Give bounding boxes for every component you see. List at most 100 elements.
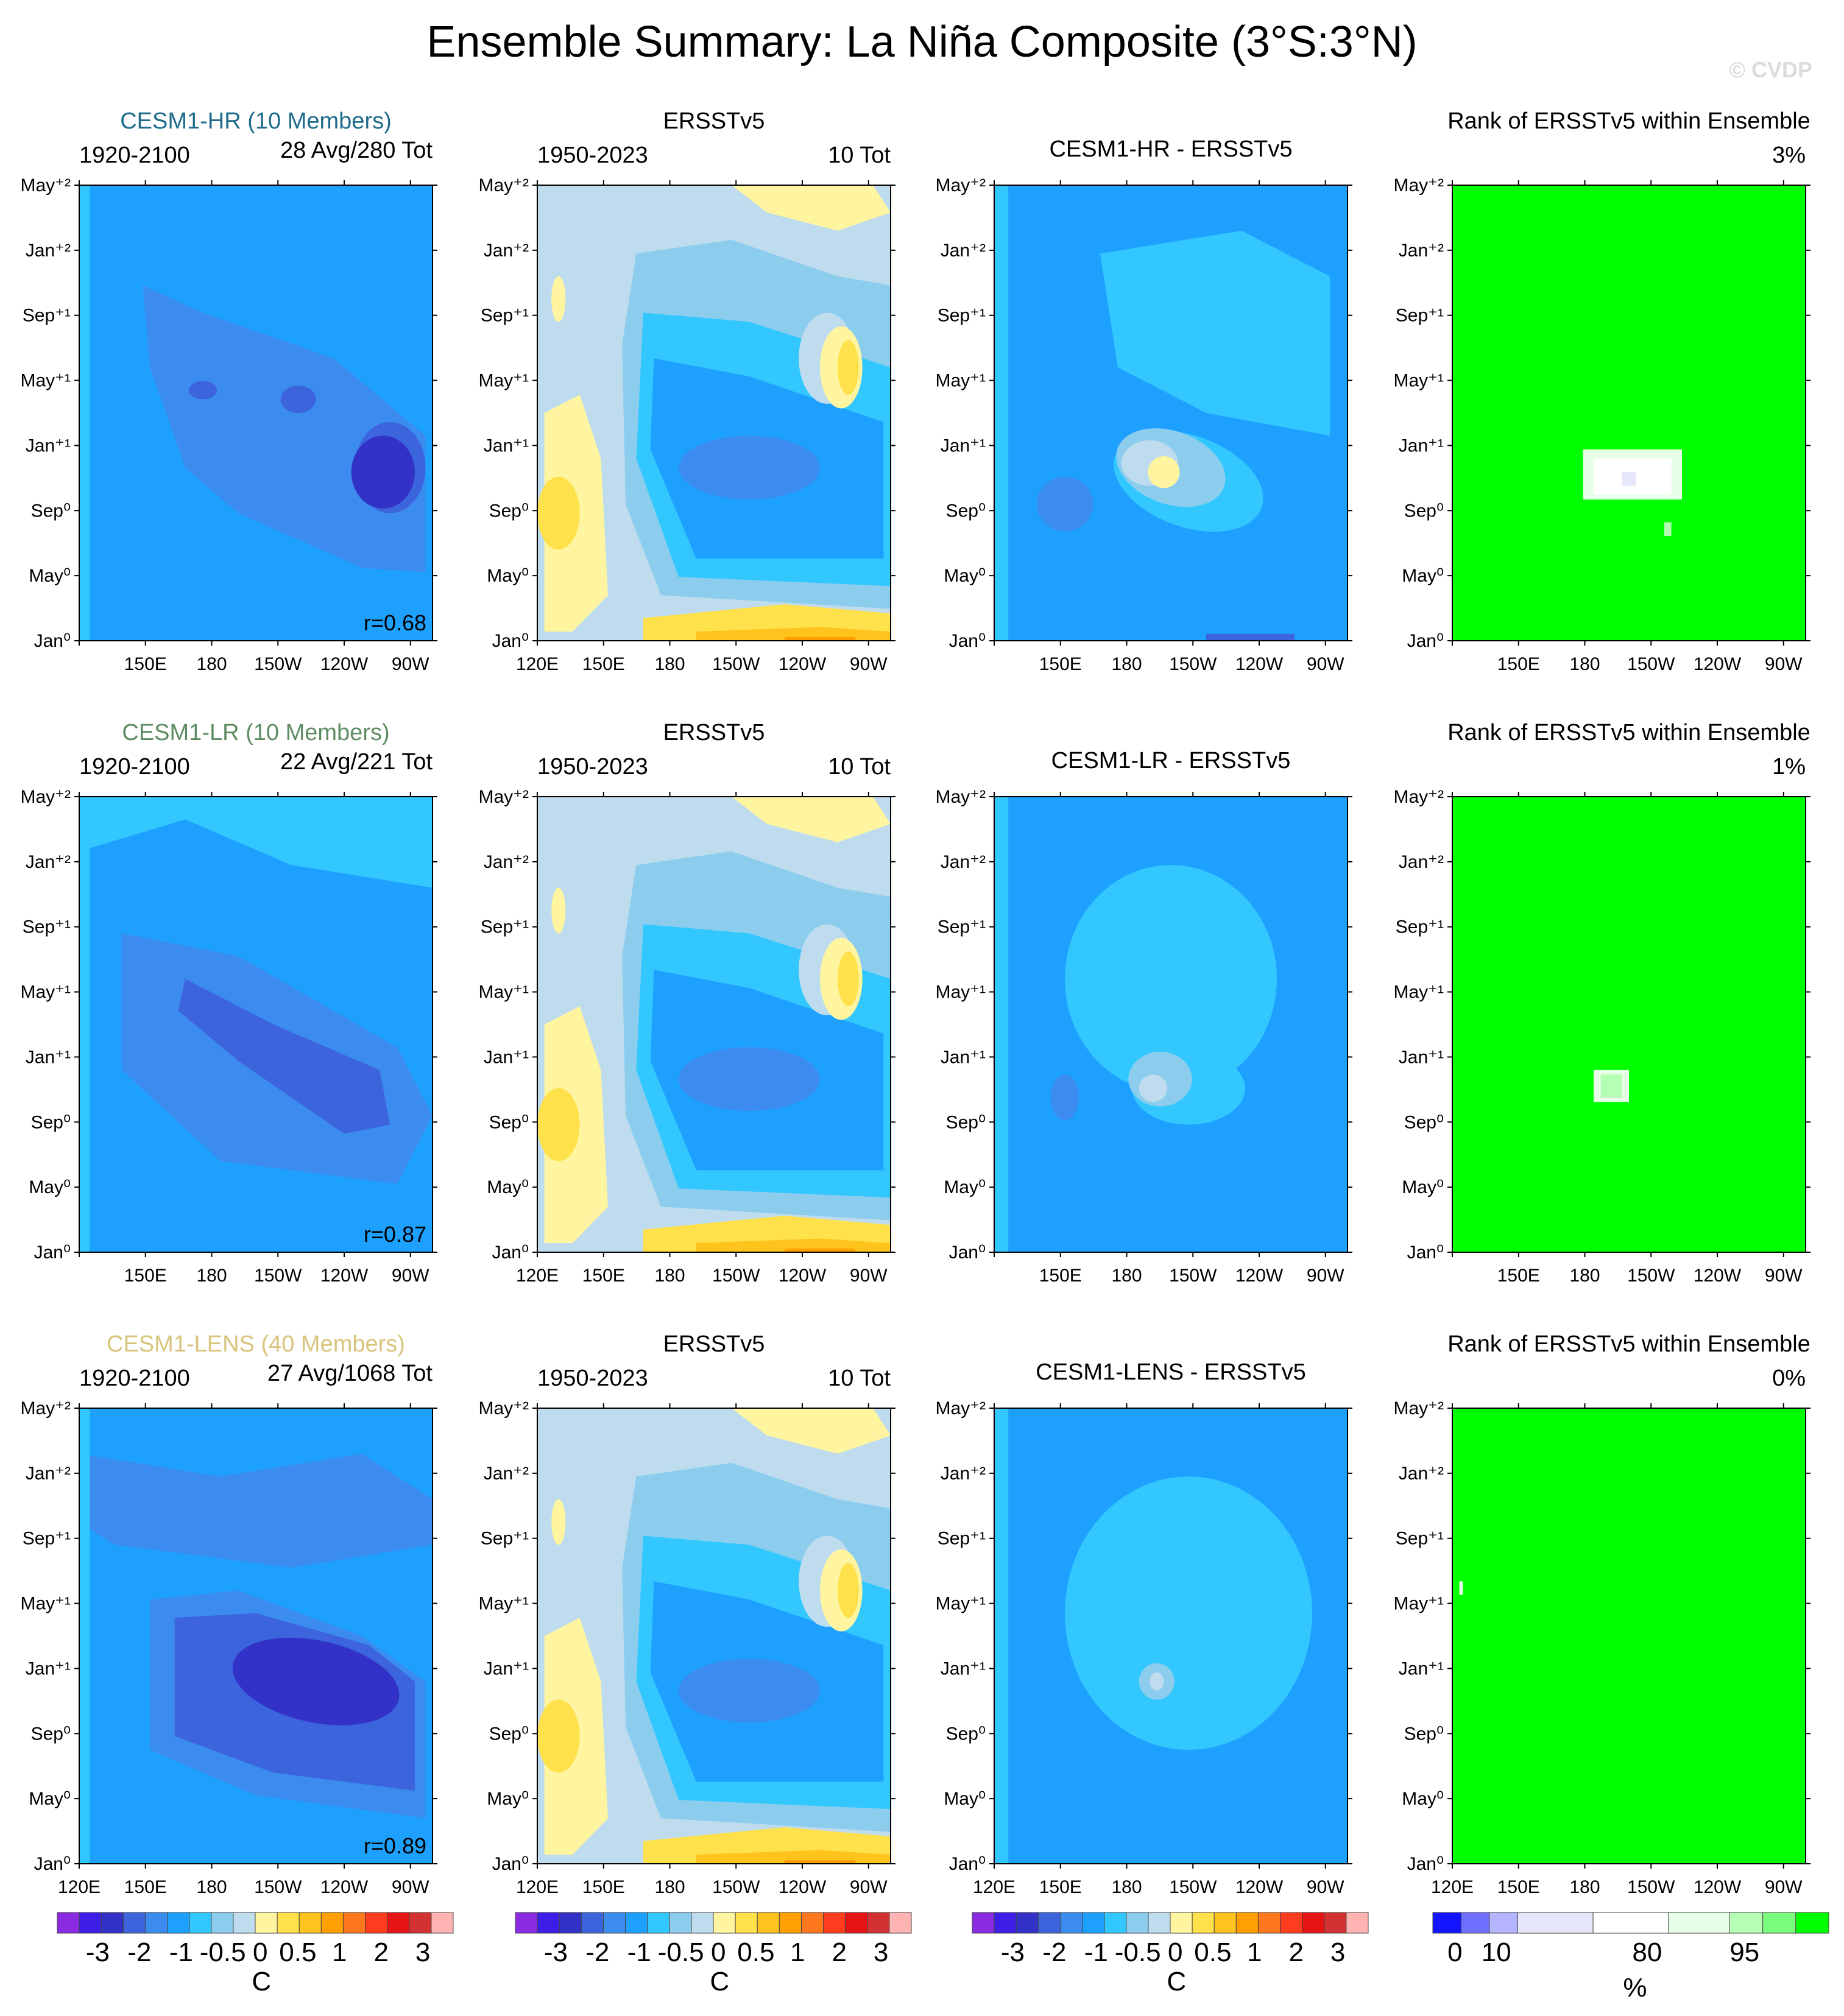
x-tick-label: 120W [1235,1877,1284,1897]
colorbar-swatch [537,1912,560,1934]
y-tick-label: Sep⁰ [31,1112,71,1132]
x-tick-label: 90W [850,1877,888,1897]
field-layer [79,1408,433,1864]
y-tick-label: May⁰ [29,566,71,586]
y-tick-label: May⁰ [1402,1177,1444,1197]
diff-title: CESM1-LR - ERSSTv5 [1051,748,1291,774]
colorbar-swatch [994,1912,1017,1934]
plot-frame [79,185,433,641]
diff-region [1065,865,1277,1093]
x-tick-label: 180 [196,654,227,674]
colorbar-swatch [1432,1912,1461,1934]
y-tick-label: Jan⁰ [34,631,71,651]
difference-plot: Jan⁰ May⁰ Sep⁰ Jan⁺¹ May⁺¹ Sep⁺¹ Jan⁺² May⁺² 120… [936,1398,1352,1897]
warm-bottom-peak [785,637,855,641]
x-tick-label: 120E [973,1877,1016,1897]
obs-count: 10 Tot [828,754,891,780]
x-tick-label: 180 [1111,654,1142,674]
coast-strip [994,1408,1009,1864]
plot-frame [1452,796,1806,1253]
colorbar-label: -3 [86,1937,110,1967]
y-tick-label: Jan⁺² [941,1464,986,1484]
y-tick-label: Jan⁺² [1399,1464,1444,1484]
y-tick-label: Jan⁺¹ [941,435,986,456]
diff-region [1100,230,1330,436]
anomaly-core [178,979,390,1134]
colorbar-label: 2 [373,1937,388,1967]
colorbar-swatch [233,1912,256,1934]
x-tick-label: 90W [850,654,888,674]
x-tick-label: 150E [1497,1877,1540,1897]
colorbar-swatch [1016,1912,1039,1934]
plot-frame [994,1408,1348,1864]
y-tick-label: May⁰ [29,1789,71,1809]
colorbar-label: 10 [1482,1937,1511,1967]
colorbar-swatch [189,1912,212,1934]
y-tick-label: Jan⁺² [484,241,529,261]
y-tick-label: May⁺² [21,787,71,807]
warm-spot [551,1499,566,1545]
y-tick-label: Sep⁰ [489,1112,529,1132]
y-tick-label: Jan⁺¹ [26,1658,71,1679]
correlation-label: r=0.87 [363,1222,426,1247]
colorbar-swatch [1302,1912,1325,1934]
y-tick-label: Sep⁰ [31,501,71,521]
sst-colorbar: -3 -2 -1 -0.5 0 0.5 1 2 3 C [972,1912,1369,1997]
x-tick-label: 150E [1497,1266,1540,1286]
y-tick-label: Jan⁺² [1399,852,1444,872]
x-tick-label: 120W [1694,1266,1742,1286]
x-tick-label: 150E [582,1877,625,1897]
colorbar-label: 1 [790,1937,805,1967]
colorbar-swatch [167,1912,190,1934]
colorbar-swatch [1324,1912,1347,1934]
y-tick-label: Sep⁺¹ [23,917,71,937]
rank-patch [1664,522,1672,536]
y-tick-label: Jan⁺¹ [26,1047,71,1067]
y-tick-label: Jan⁺¹ [1399,1047,1444,1067]
x-tick-label: 120W [320,1877,369,1897]
y-tick-label: Jan⁺² [26,852,71,872]
obs-composite-plot: Jan⁰ May⁰ Sep⁰ Jan⁺¹ May⁺¹ Sep⁺¹ Jan⁺² May⁺² 120… [479,1398,896,1897]
y-tick-label: May⁺² [1394,1398,1444,1419]
colorbar-swatch [889,1912,912,1934]
anomaly-core [679,1658,820,1723]
warm-west-core [537,1088,580,1161]
plot-frame [537,796,891,1253]
y-tick-label: Sep⁰ [1404,501,1444,521]
y-tick-label: Jan⁰ [1407,1242,1444,1263]
y-tick-label: Jan⁰ [949,1854,986,1874]
colorbar-label: 0 [711,1937,726,1967]
x-tick-label: 120E [58,1877,101,1897]
y-tick-label: May⁺¹ [479,1594,529,1614]
colorbar-swatch [342,1912,366,1934]
y-tick-label: Sep⁺¹ [481,1529,529,1549]
plot-frame [537,185,891,641]
diff-title: CESM1-LENS - ERSSTv5 [1036,1359,1306,1385]
colorbar-label: 0 [1168,1937,1182,1967]
model-period: 1920-2100 [79,1366,190,1391]
y-tick-label: Jan⁺¹ [484,435,529,456]
colorbar-label: 3 [415,1937,430,1967]
field-layer [537,185,891,641]
obs-period: 1950-2023 [537,143,648,168]
rank-value: 1% [1772,754,1806,780]
colorbar-swatch [1668,1912,1730,1934]
x-tick-label: 120W [1235,654,1284,674]
y-tick-label: Jan⁺¹ [1399,435,1444,456]
plot-frame [994,796,1348,1253]
colorbar-swatch [1346,1912,1369,1934]
y-tick-label: Jan⁺² [26,1464,71,1484]
x-tick-label: 150E [582,654,625,674]
y-tick-label: Jan⁺¹ [484,1658,529,1679]
colorbar-label: 80 [1632,1937,1662,1967]
colorbar-swatch [431,1912,454,1934]
warm-spot [551,276,566,322]
x-tick-label: 180 [1111,1877,1142,1897]
x-tick-label: 150E [124,1877,167,1897]
colorbar-swatch [581,1912,604,1934]
y-tick-label: Jan⁰ [1407,1854,1444,1874]
y-tick-label: Jan⁺¹ [941,1047,986,1067]
y-tick-label: May⁺² [479,1398,529,1419]
x-tick-label: 90W [1307,654,1344,674]
rank-plot: Jan⁰ May⁰ Sep⁰ Jan⁺¹ May⁺¹ Sep⁺¹ Jan⁺² May⁺² 120… [1394,1398,1810,1897]
